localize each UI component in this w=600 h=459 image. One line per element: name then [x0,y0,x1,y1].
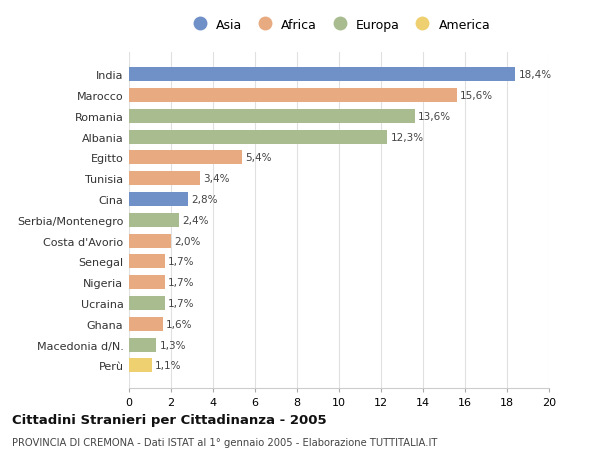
Text: PROVINCIA DI CREMONA - Dati ISTAT al 1° gennaio 2005 - Elaborazione TUTTITALIA.I: PROVINCIA DI CREMONA - Dati ISTAT al 1° … [12,437,437,447]
Text: 18,4%: 18,4% [518,70,551,80]
Bar [129,275,164,290]
Text: 2,0%: 2,0% [174,236,200,246]
Text: 2,8%: 2,8% [191,195,217,205]
Text: 1,7%: 1,7% [168,257,194,267]
Bar [129,234,171,248]
Text: 1,7%: 1,7% [168,278,194,287]
Text: 3,4%: 3,4% [203,174,230,184]
Text: 2,4%: 2,4% [182,215,209,225]
Text: 1,1%: 1,1% [155,361,182,370]
Bar [129,296,164,310]
Bar [129,89,457,103]
Text: 13,6%: 13,6% [418,112,451,122]
Bar [129,172,200,186]
Text: 1,3%: 1,3% [160,340,186,350]
Bar [129,338,156,352]
Bar [129,68,515,82]
Bar [129,255,164,269]
Bar [129,110,415,123]
Text: 1,7%: 1,7% [168,298,194,308]
Bar [129,130,388,145]
Bar [129,213,179,227]
Text: 12,3%: 12,3% [391,132,424,142]
Text: Cittadini Stranieri per Cittadinanza - 2005: Cittadini Stranieri per Cittadinanza - 2… [12,413,326,426]
Bar [129,358,152,373]
Text: 1,6%: 1,6% [166,319,192,329]
Bar [129,317,163,331]
Bar [129,151,242,165]
Legend: Asia, Africa, Europa, America: Asia, Africa, Europa, America [188,19,490,32]
Text: 5,4%: 5,4% [245,153,272,163]
Text: 15,6%: 15,6% [460,91,493,101]
Bar [129,192,188,207]
